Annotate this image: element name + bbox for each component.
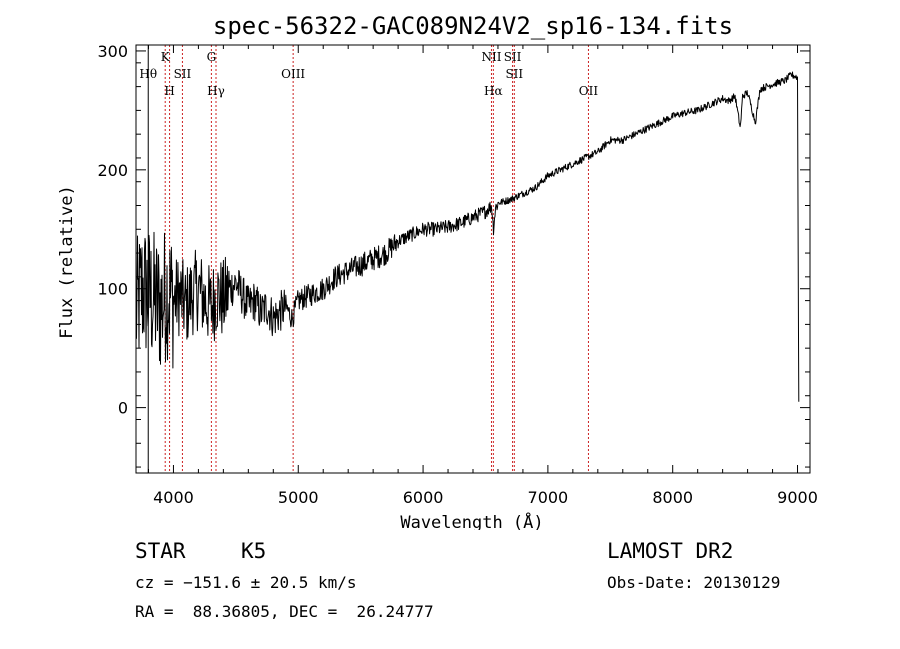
redshift-value: cz = −151.6 ± 20.5 km/s: [135, 573, 357, 592]
spectrum-chart: spec-56322-GAC089N24V2_sp16-134.fits Flu…: [57, 12, 818, 530]
line-marker-label: Hθ: [139, 67, 157, 81]
y-tick-label: 300: [97, 42, 128, 61]
line-marker-label: SII: [174, 67, 192, 81]
line-marker-label: SII: [505, 67, 523, 81]
line-marker-label: SII: [504, 50, 522, 64]
x-tick-label: 8000: [652, 488, 693, 507]
survey-label: LAMOST DR2: [607, 539, 734, 563]
spectrum-line: [135, 71, 800, 402]
line-marker-label: OII: [579, 84, 599, 98]
axis-tick-labels: 4000 5000 6000 7000 8000 9000 0 100 200 300: [97, 42, 817, 507]
line-marker-label: H: [164, 84, 174, 98]
x-tick-label: 6000: [403, 488, 444, 507]
x-axis-label: Wavelength (Å): [400, 511, 543, 530]
x-tick-label: 7000: [528, 488, 569, 507]
y-tick-label: 200: [97, 161, 128, 180]
obs-date: Obs-Date: 20130129: [607, 573, 781, 592]
x-tick-label: 4000: [153, 488, 194, 507]
chart-title: spec-56322-GAC089N24V2_sp16-134.fits: [213, 12, 733, 40]
line-marker-label: NII: [481, 50, 501, 64]
plot-frame: [135, 44, 811, 474]
line-markers: [147, 45, 589, 473]
object-subclass: K5: [241, 539, 267, 563]
line-marker-label: Hα: [484, 84, 503, 98]
sky-coordinates: RA = 88.36805, DEC = 26.24777: [135, 602, 434, 621]
y-tick-label: 100: [97, 280, 128, 299]
line-marker-label: K: [161, 50, 171, 64]
object-class: STAR: [135, 539, 186, 563]
line-marker-label: OIII: [281, 67, 305, 81]
x-tick-label: 5000: [278, 488, 319, 507]
y-axis-label: Flux (relative): [57, 185, 77, 339]
x-tick-label: 9000: [777, 488, 818, 507]
line-marker-label: Hγ: [207, 84, 225, 98]
line-marker-label: G: [207, 50, 217, 64]
y-tick-label: 0: [118, 399, 128, 418]
axis-ticks: [136, 45, 810, 473]
